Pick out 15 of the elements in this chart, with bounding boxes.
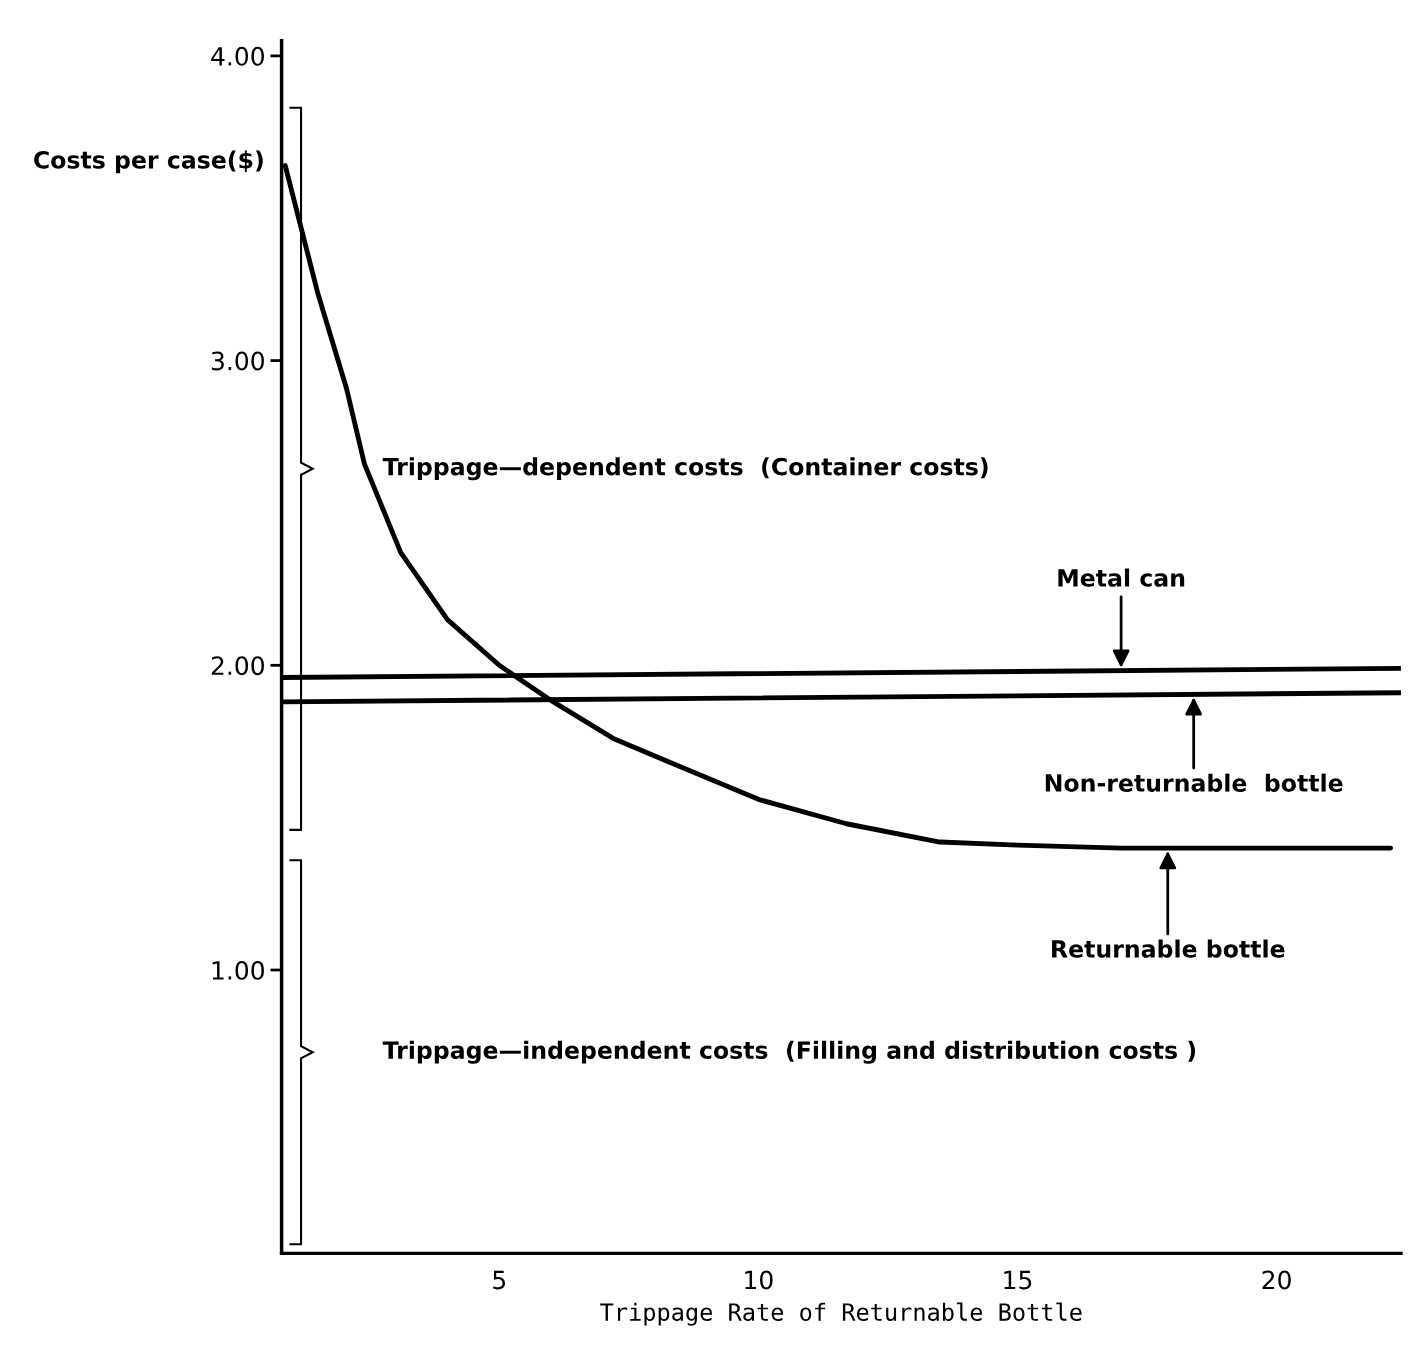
y-tick-label: 1.00 — [212, 960, 264, 980]
y-tick-label: 2.00 — [211, 656, 264, 676]
text: Metal can — [1058, 568, 1185, 587]
annotation: Trippage—dependent costs (Container costs) — [382, 457, 988, 481]
y-tick-label: 3.00 — [211, 351, 264, 371]
annotation: Trippage—independent costs (Filling and distribution costs ) — [382, 1040, 1196, 1064]
x-tick-label: 20 — [1262, 1270, 1291, 1290]
x-axis-title: Trippage Rate of Returnable Bottle — [600, 1302, 1082, 1326]
x-tick-label: 15 — [1004, 1270, 1032, 1290]
x-tick-label: 10 — [745, 1270, 773, 1290]
text: Non-returnable bottle — [1045, 773, 1343, 792]
x-tick-label: 5 — [493, 1270, 506, 1290]
y-axis-title: Costs per case($) — [34, 150, 263, 174]
text: Returnable bottle — [1052, 939, 1285, 958]
y-tick-label: 4.00 — [211, 46, 264, 66]
